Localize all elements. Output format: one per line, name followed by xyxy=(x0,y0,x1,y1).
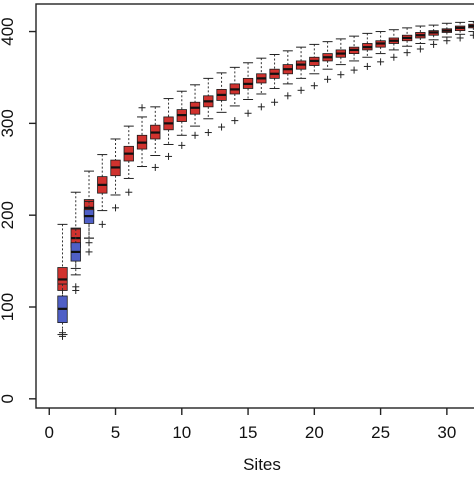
y-tick-label: 100 xyxy=(0,293,17,321)
box-red-site-8 xyxy=(150,106,161,171)
box-red-site-28 xyxy=(415,25,426,53)
box-red-site-25 xyxy=(375,31,386,66)
box-red-site-26 xyxy=(388,29,400,61)
box-red-site-15 xyxy=(242,62,254,117)
x-axis-label: Sites xyxy=(243,455,281,474)
box-red-site-6 xyxy=(123,125,134,196)
box-red-site-10 xyxy=(176,90,187,149)
box-red-site-14 xyxy=(229,66,240,125)
box-red-site-7 xyxy=(136,104,148,168)
x-tick-label: 30 xyxy=(437,423,456,442)
axes-layer xyxy=(29,3,474,415)
box-red-site-29 xyxy=(428,24,439,48)
box-red-site-20 xyxy=(309,43,320,90)
box-red-site-24 xyxy=(362,32,373,70)
y-tick-label: 300 xyxy=(0,109,17,137)
box-blue-site-2 xyxy=(70,228,81,294)
boxes-layer xyxy=(57,20,474,340)
box-red-site-19 xyxy=(295,46,307,94)
y-tick-label: 200 xyxy=(0,201,17,229)
box-red-site-23 xyxy=(348,35,360,74)
box-red-site-22 xyxy=(335,38,346,79)
box-red-site-4 xyxy=(97,154,108,228)
box-red-site-11 xyxy=(189,84,201,139)
x-tick-label: 0 xyxy=(45,423,54,442)
box-red-site-27 xyxy=(401,27,413,57)
x-tick-label: 25 xyxy=(371,423,390,442)
box-red-site-21 xyxy=(322,41,333,83)
x-tick-label: 10 xyxy=(172,423,191,442)
plot-frame xyxy=(35,3,474,409)
x-tick-label: 15 xyxy=(239,423,258,442)
labels-layer: Sites 0510152025300100200300400 xyxy=(0,17,456,474)
box-red-site-30 xyxy=(441,22,453,45)
box-red-site-32 xyxy=(468,20,474,39)
box-red-site-12 xyxy=(203,77,214,137)
x-tick-label: 20 xyxy=(305,423,324,442)
x-tick-label: 5 xyxy=(111,423,120,442)
box-blue-site-3 xyxy=(83,200,95,247)
box-red-site-9 xyxy=(163,98,174,160)
box-red-site-16 xyxy=(256,57,267,111)
y-tick-label: 400 xyxy=(0,17,17,45)
y-tick-label: 0 xyxy=(0,394,17,403)
box-red-site-5 xyxy=(110,138,121,212)
box-red-site-13 xyxy=(216,72,227,131)
box-red-site-31 xyxy=(454,21,466,42)
box-red-site-17 xyxy=(269,54,280,106)
box-blue-site-1 xyxy=(57,283,68,340)
box-red-site-18 xyxy=(282,50,293,100)
